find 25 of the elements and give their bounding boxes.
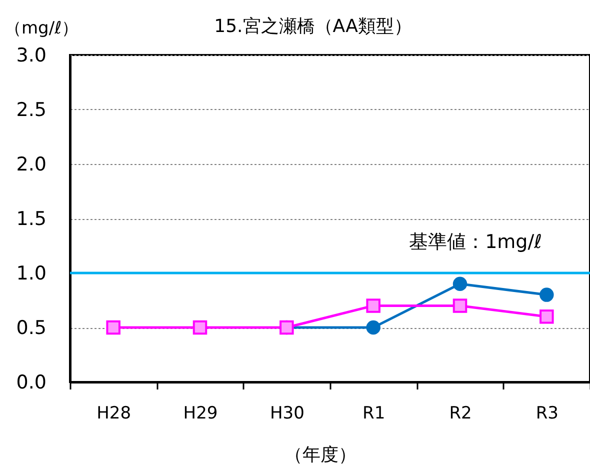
point	[366, 320, 380, 335]
point	[452, 298, 468, 313]
y-tick-label: 2.5	[16, 99, 46, 121]
x-tick-label: H28	[96, 404, 132, 424]
y-tick-label: 1.5	[16, 208, 46, 230]
point	[540, 309, 554, 324]
x-tick-label: H29	[183, 404, 218, 424]
chart-title: 15.宮之瀬橋（AA類型）	[214, 16, 412, 37]
point	[540, 288, 554, 302]
y-tick-label: 0.0	[16, 372, 46, 394]
point	[192, 320, 208, 335]
ref-line-label: 基準値：1mg/ℓ	[409, 231, 542, 253]
x-tick-label: R1	[362, 404, 386, 424]
y-tick-label: 0.5	[16, 317, 46, 339]
point	[106, 320, 120, 335]
x-axis-title: （年度）	[284, 444, 356, 466]
x-tick-label: R3	[536, 404, 558, 424]
x-tick-label: H30	[270, 404, 304, 424]
point	[452, 276, 468, 292]
y-axis-title: （mg/ℓ）	[4, 18, 79, 38]
point	[366, 298, 380, 313]
y-tick-label: 1.0	[16, 262, 46, 284]
y-tick-label: 2.0	[16, 154, 46, 176]
y-tick-label: 3.0	[16, 44, 46, 66]
x-tick-label: R2	[449, 404, 472, 424]
